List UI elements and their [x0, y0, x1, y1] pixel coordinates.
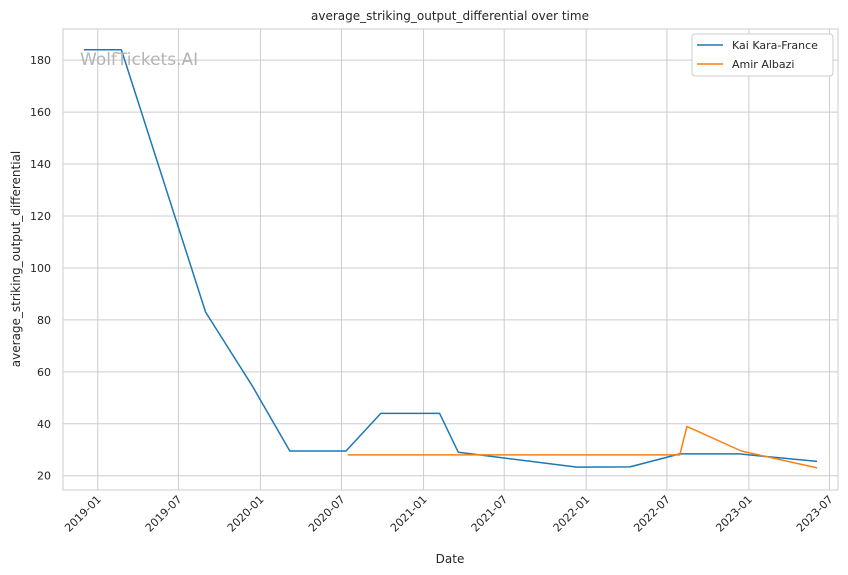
chart-title: average_striking_output_differential ove…: [311, 9, 589, 23]
x-tick-label: 2021-07: [469, 493, 511, 535]
x-tick-label: 2022-01: [551, 493, 593, 535]
x-tick-label: 2023-01: [713, 493, 755, 535]
legend-label-kai-kara-france: Kai Kara-France: [732, 39, 818, 52]
legend-box: [691, 33, 834, 77]
x-tick-labels: 2019-01 2019-07 2020-01 2020-07 2021-01 2021-…: [62, 493, 835, 535]
y-tick-label: 40: [37, 418, 51, 431]
grid-lines: [63, 29, 838, 490]
y-tick-label: 140: [30, 158, 51, 171]
x-tick-label: 2022-07: [631, 493, 673, 535]
y-tick-label: 180: [30, 54, 51, 67]
series-line-amir-albazi: [347, 425, 818, 469]
watermark: WolfTickets.AI: [80, 50, 198, 70]
series-line-kai-kara-france: [83, 49, 818, 468]
y-tick-label: 160: [30, 106, 51, 119]
x-tick-label: 2020-07: [306, 493, 348, 535]
x-tick-label: 2023-07: [794, 493, 836, 535]
series-lines: [83, 49, 818, 469]
plot-frame: [62, 28, 839, 491]
x-axis-title: Date: [436, 552, 465, 566]
x-tick-label: 2021-01: [388, 493, 430, 535]
x-tick-label: 2020-01: [225, 493, 267, 535]
y-tick-label: 120: [30, 210, 51, 223]
y-tick-label: 80: [37, 314, 51, 327]
legend-label-amir-albazi: Amir Albazi: [732, 58, 794, 71]
x-tick-label: 2019-07: [143, 493, 185, 535]
y-tick-labels: 20 40 60 80 100 120 140 160 180: [30, 54, 51, 483]
x-tick-label: 2019-01: [62, 493, 104, 535]
y-axis-title: average_striking_output_differential: [9, 151, 23, 367]
y-tick-label: 60: [37, 366, 51, 379]
y-tick-label: 20: [37, 470, 51, 483]
plot-background: [63, 29, 838, 490]
legend: Kai Kara-France Amir Albazi: [691, 33, 834, 77]
y-tick-label: 100: [30, 262, 51, 275]
